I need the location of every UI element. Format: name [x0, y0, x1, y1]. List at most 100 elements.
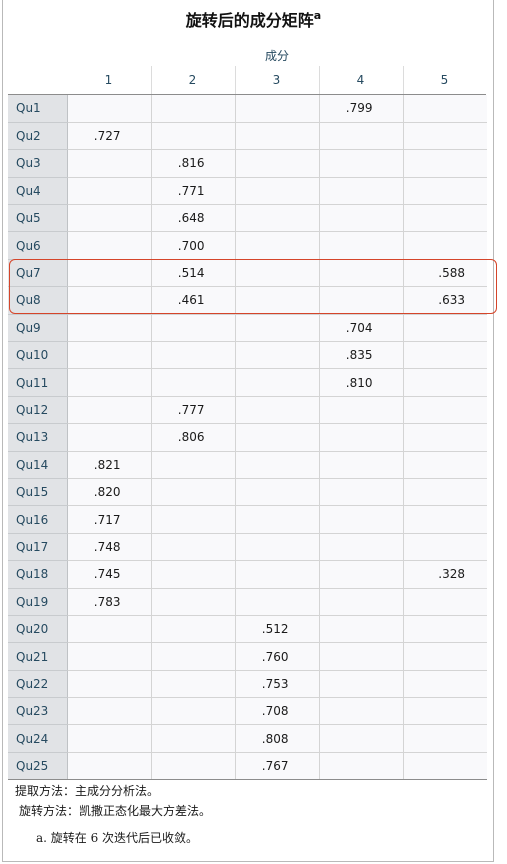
loading-cell	[67, 204, 152, 233]
loading-cell	[67, 177, 152, 206]
table-row: Qu5 .648	[8, 204, 487, 233]
table-row: Qu17.748	[8, 533, 487, 562]
loading-cell	[235, 122, 320, 151]
loading-cell: .704	[319, 314, 404, 343]
loading-cell: .648	[151, 204, 236, 233]
loading-cell	[151, 642, 236, 671]
table-row: Qu16.717	[8, 505, 487, 534]
loading-cell	[319, 204, 404, 233]
table-row: Qu9 .704	[8, 314, 487, 343]
table-title-text: 旋转后的成分矩阵	[185, 11, 314, 30]
loading-cell	[319, 505, 404, 534]
loading-cell	[67, 697, 152, 726]
row-label: Qu20	[8, 615, 68, 644]
footnote-rotation: 旋转方法：凯撒正态化最大方差法。	[19, 804, 212, 818]
loading-cell	[67, 423, 152, 452]
loading-cell: .708	[235, 697, 320, 726]
table-row: Qu18.745 .328	[8, 560, 487, 589]
loading-cell	[319, 478, 404, 507]
row-label: Qu1	[8, 95, 68, 123]
loading-cell: .835	[319, 341, 404, 370]
row-label: Qu13	[8, 423, 68, 452]
table-row: Qu8 .461 .633	[8, 286, 487, 315]
loading-cell	[151, 368, 236, 397]
table-row: Qu23 .708	[8, 697, 487, 726]
table-row: Qu11 .810	[8, 368, 487, 397]
table-title: 旋转后的成分矩阵a	[0, 7, 507, 31]
row-label: Qu12	[8, 396, 68, 425]
loading-cell: .514	[151, 259, 236, 288]
row-label: Qu4	[8, 177, 68, 206]
loading-cell	[403, 204, 487, 233]
col-header-4: 4	[356, 73, 365, 87]
table-row: Qu1 .799	[8, 95, 487, 123]
footnote-extraction: 提取方法：主成分分析法。	[15, 784, 160, 798]
loading-cell	[319, 697, 404, 726]
loading-cell: .717	[67, 505, 152, 534]
group-header-component: 成分	[264, 49, 289, 63]
loading-cell	[235, 95, 320, 123]
loading-cell: .700	[151, 231, 236, 260]
loading-cell	[151, 752, 236, 781]
loading-cell: .808	[235, 724, 320, 753]
loading-cell: .753	[235, 670, 320, 699]
loading-cell: .512	[235, 615, 320, 644]
row-label: Qu19	[8, 588, 68, 616]
table-row: Qu24 .808	[8, 724, 487, 753]
loading-cell	[67, 286, 152, 315]
loading-cell	[319, 670, 404, 699]
row-label: Qu18	[8, 560, 68, 589]
loading-cell	[319, 396, 404, 425]
row-label: Qu25	[8, 752, 68, 781]
col-divider	[235, 66, 236, 94]
loading-cell: .806	[151, 423, 236, 452]
matrix-body: Qu1.799 Qu2.727 Qu3.816 Qu4.771 Qu5.648 Qu6.7…	[8, 95, 487, 781]
table-row: Qu20 .512	[8, 615, 487, 644]
loading-cell	[235, 286, 320, 315]
loading-cell	[235, 423, 320, 452]
table-row: Qu10 .835	[8, 341, 487, 370]
loading-cell: .816	[151, 149, 236, 178]
loading-cell	[67, 259, 152, 288]
loading-cell	[151, 122, 236, 151]
loading-cell	[235, 505, 320, 534]
loading-cell: .767	[235, 752, 320, 781]
table-row: Qu25 .767	[8, 752, 487, 781]
loading-cell	[319, 423, 404, 452]
row-label: Qu15	[8, 478, 68, 507]
loading-cell	[67, 396, 152, 425]
loading-cell	[403, 231, 487, 260]
loading-cell	[67, 642, 152, 671]
table-row: Qu15.820	[8, 478, 487, 507]
loading-cell	[151, 478, 236, 507]
loading-cell	[151, 588, 236, 616]
loading-cell	[151, 341, 236, 370]
row-label: Qu9	[8, 314, 68, 343]
loading-cell	[235, 396, 320, 425]
loading-cell	[151, 505, 236, 534]
loading-cell: .588	[403, 259, 487, 288]
row-label: Qu21	[8, 642, 68, 671]
loading-cell	[235, 588, 320, 616]
loading-cell	[67, 615, 152, 644]
loading-cell	[403, 149, 487, 178]
loading-cell	[319, 533, 404, 562]
table-row: Qu3 .816	[8, 149, 487, 178]
loading-cell	[403, 697, 487, 726]
loading-cell	[151, 615, 236, 644]
loading-cell	[403, 396, 487, 425]
table-row: Qu7 .514 .588	[8, 259, 487, 288]
col-divider	[403, 66, 404, 94]
loading-cell	[319, 259, 404, 288]
output-frame	[2, 0, 494, 862]
loading-cell	[403, 95, 487, 123]
loading-cell: .777	[151, 396, 236, 425]
loading-cell	[403, 451, 487, 479]
table-row: Qu21 .760	[8, 642, 487, 671]
loading-cell	[67, 95, 152, 123]
loading-cell	[319, 231, 404, 260]
loading-cell: .783	[67, 588, 152, 616]
loading-cell	[235, 533, 320, 562]
loading-cell	[403, 533, 487, 562]
loading-cell	[151, 95, 236, 123]
